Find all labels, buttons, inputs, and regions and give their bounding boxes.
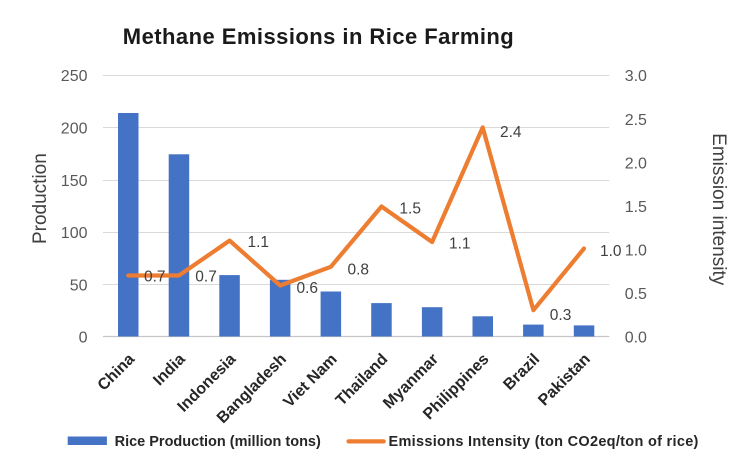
- svg-text:3.0: 3.0: [625, 68, 647, 85]
- svg-text:2.4: 2.4: [500, 124, 522, 141]
- svg-text:Methane Emissions in Rice Farm: Methane Emissions in Rice Farming: [123, 24, 514, 49]
- svg-text:0: 0: [79, 330, 88, 347]
- svg-text:Emissions Intensity (ton CO2eq: Emissions Intensity (ton CO2eq/ton of ri…: [389, 434, 699, 450]
- svg-text:50: 50: [70, 277, 88, 294]
- svg-text:0.7: 0.7: [195, 269, 217, 286]
- svg-text:0.8: 0.8: [348, 262, 370, 279]
- svg-text:Production: Production: [30, 153, 51, 244]
- svg-text:2.0: 2.0: [625, 155, 647, 172]
- svg-text:Emission intensity: Emission intensity: [708, 133, 729, 286]
- svg-text:0.7: 0.7: [144, 269, 166, 286]
- svg-text:1.1: 1.1: [248, 234, 270, 251]
- svg-text:1.0: 1.0: [625, 243, 647, 260]
- svg-text:1.0: 1.0: [600, 243, 622, 260]
- svg-text:1.5: 1.5: [625, 199, 647, 216]
- svg-text:0.3: 0.3: [550, 307, 572, 324]
- svg-text:150: 150: [61, 173, 88, 190]
- svg-text:250: 250: [61, 68, 88, 85]
- svg-text:1.5: 1.5: [399, 200, 421, 217]
- svg-text:0.5: 0.5: [625, 286, 647, 303]
- svg-text:0.0: 0.0: [625, 330, 647, 347]
- svg-text:100: 100: [61, 225, 88, 242]
- svg-text:Rice Production (million tons): Rice Production (million tons): [115, 434, 321, 450]
- svg-text:200: 200: [61, 121, 88, 138]
- svg-text:1.1: 1.1: [449, 236, 471, 253]
- svg-text:0.6: 0.6: [297, 280, 319, 297]
- svg-text:2.5: 2.5: [625, 112, 647, 129]
